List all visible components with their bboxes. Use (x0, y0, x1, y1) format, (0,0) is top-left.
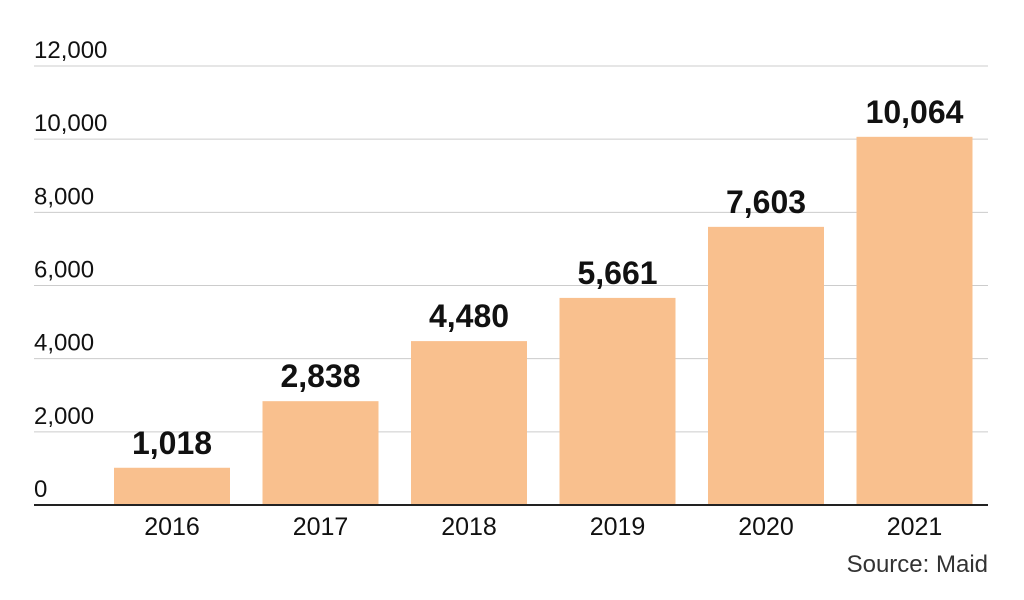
y-tick-label: 0 (34, 476, 47, 503)
data-labels: 1,018 2,838 4,480 5,661 7,603 10,064 (132, 94, 964, 461)
bars (114, 136, 973, 506)
data-label: 5,661 (577, 255, 657, 291)
bar (114, 467, 230, 505)
bar (411, 341, 527, 505)
gridlines (34, 65, 988, 433)
bar (559, 297, 676, 505)
bar (708, 226, 824, 505)
data-label: 2,838 (280, 358, 360, 394)
data-label: 4,480 (429, 298, 509, 334)
x-tick-label: 2018 (441, 513, 497, 541)
y-tick-label: 2,000 (34, 403, 94, 430)
x-tick-label: 2020 (738, 513, 794, 541)
data-label: 10,064 (866, 94, 964, 130)
y-tick-label: 10,000 (34, 110, 107, 137)
x-tick-label: 2017 (293, 513, 349, 541)
source-note: Source: Maid (847, 551, 988, 578)
bar (856, 136, 973, 506)
y-tick-label: 8,000 (34, 183, 94, 210)
y-tick-label: 6,000 (34, 257, 94, 284)
x-axis-ticks: 2016 2017 2018 2019 2020 2021 (144, 513, 942, 541)
bar (262, 401, 379, 505)
data-label: 7,603 (726, 184, 806, 220)
data-label: 1,018 (132, 425, 212, 461)
y-axis-ticks: 0 2,000 4,000 6,000 8,000 10,000 12,000 (34, 37, 107, 503)
y-tick-label: 4,000 (34, 330, 94, 357)
x-tick-label: 2016 (144, 513, 200, 541)
x-tick-label: 2021 (887, 513, 943, 541)
y-tick-label: 12,000 (34, 37, 107, 64)
x-tick-label: 2019 (590, 513, 646, 541)
